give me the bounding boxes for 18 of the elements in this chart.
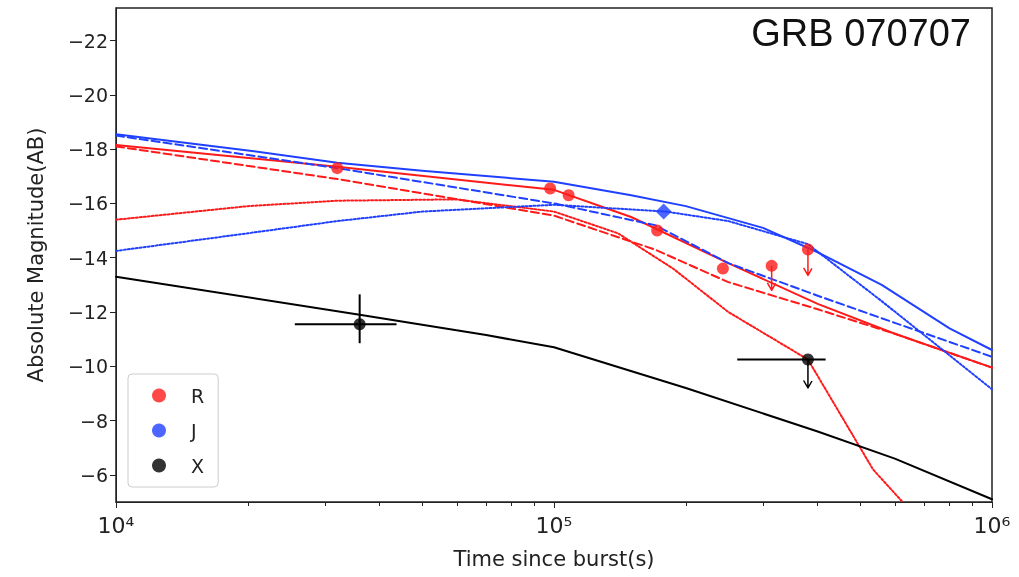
y-tick-label: −20 [67,83,108,106]
y-tick-label: −10 [67,355,108,378]
y-tick-label: −6 [79,463,108,486]
y-tick-label: −12 [67,301,108,323]
y-tick-label: −14 [67,246,108,269]
y-tick-label: −22 [67,29,108,52]
legend-label: R [191,384,205,407]
x-tick-label: 10⁶ [973,512,1011,538]
y-axis-title: Absolute Magnitude(AB) [23,127,48,383]
legend-label: X [191,454,205,477]
y-tick-label: −16 [67,192,108,215]
x-tick-label: 10⁵ [535,512,573,538]
legend-label: J [190,419,197,442]
annotation: GRB 070707 [751,12,972,54]
x-tick-label: 10⁴ [97,512,135,538]
y-tick-label: −8 [79,409,108,432]
y-tick-label: −18 [67,138,108,161]
x-axis-title: Time since burst(s) [452,546,655,571]
